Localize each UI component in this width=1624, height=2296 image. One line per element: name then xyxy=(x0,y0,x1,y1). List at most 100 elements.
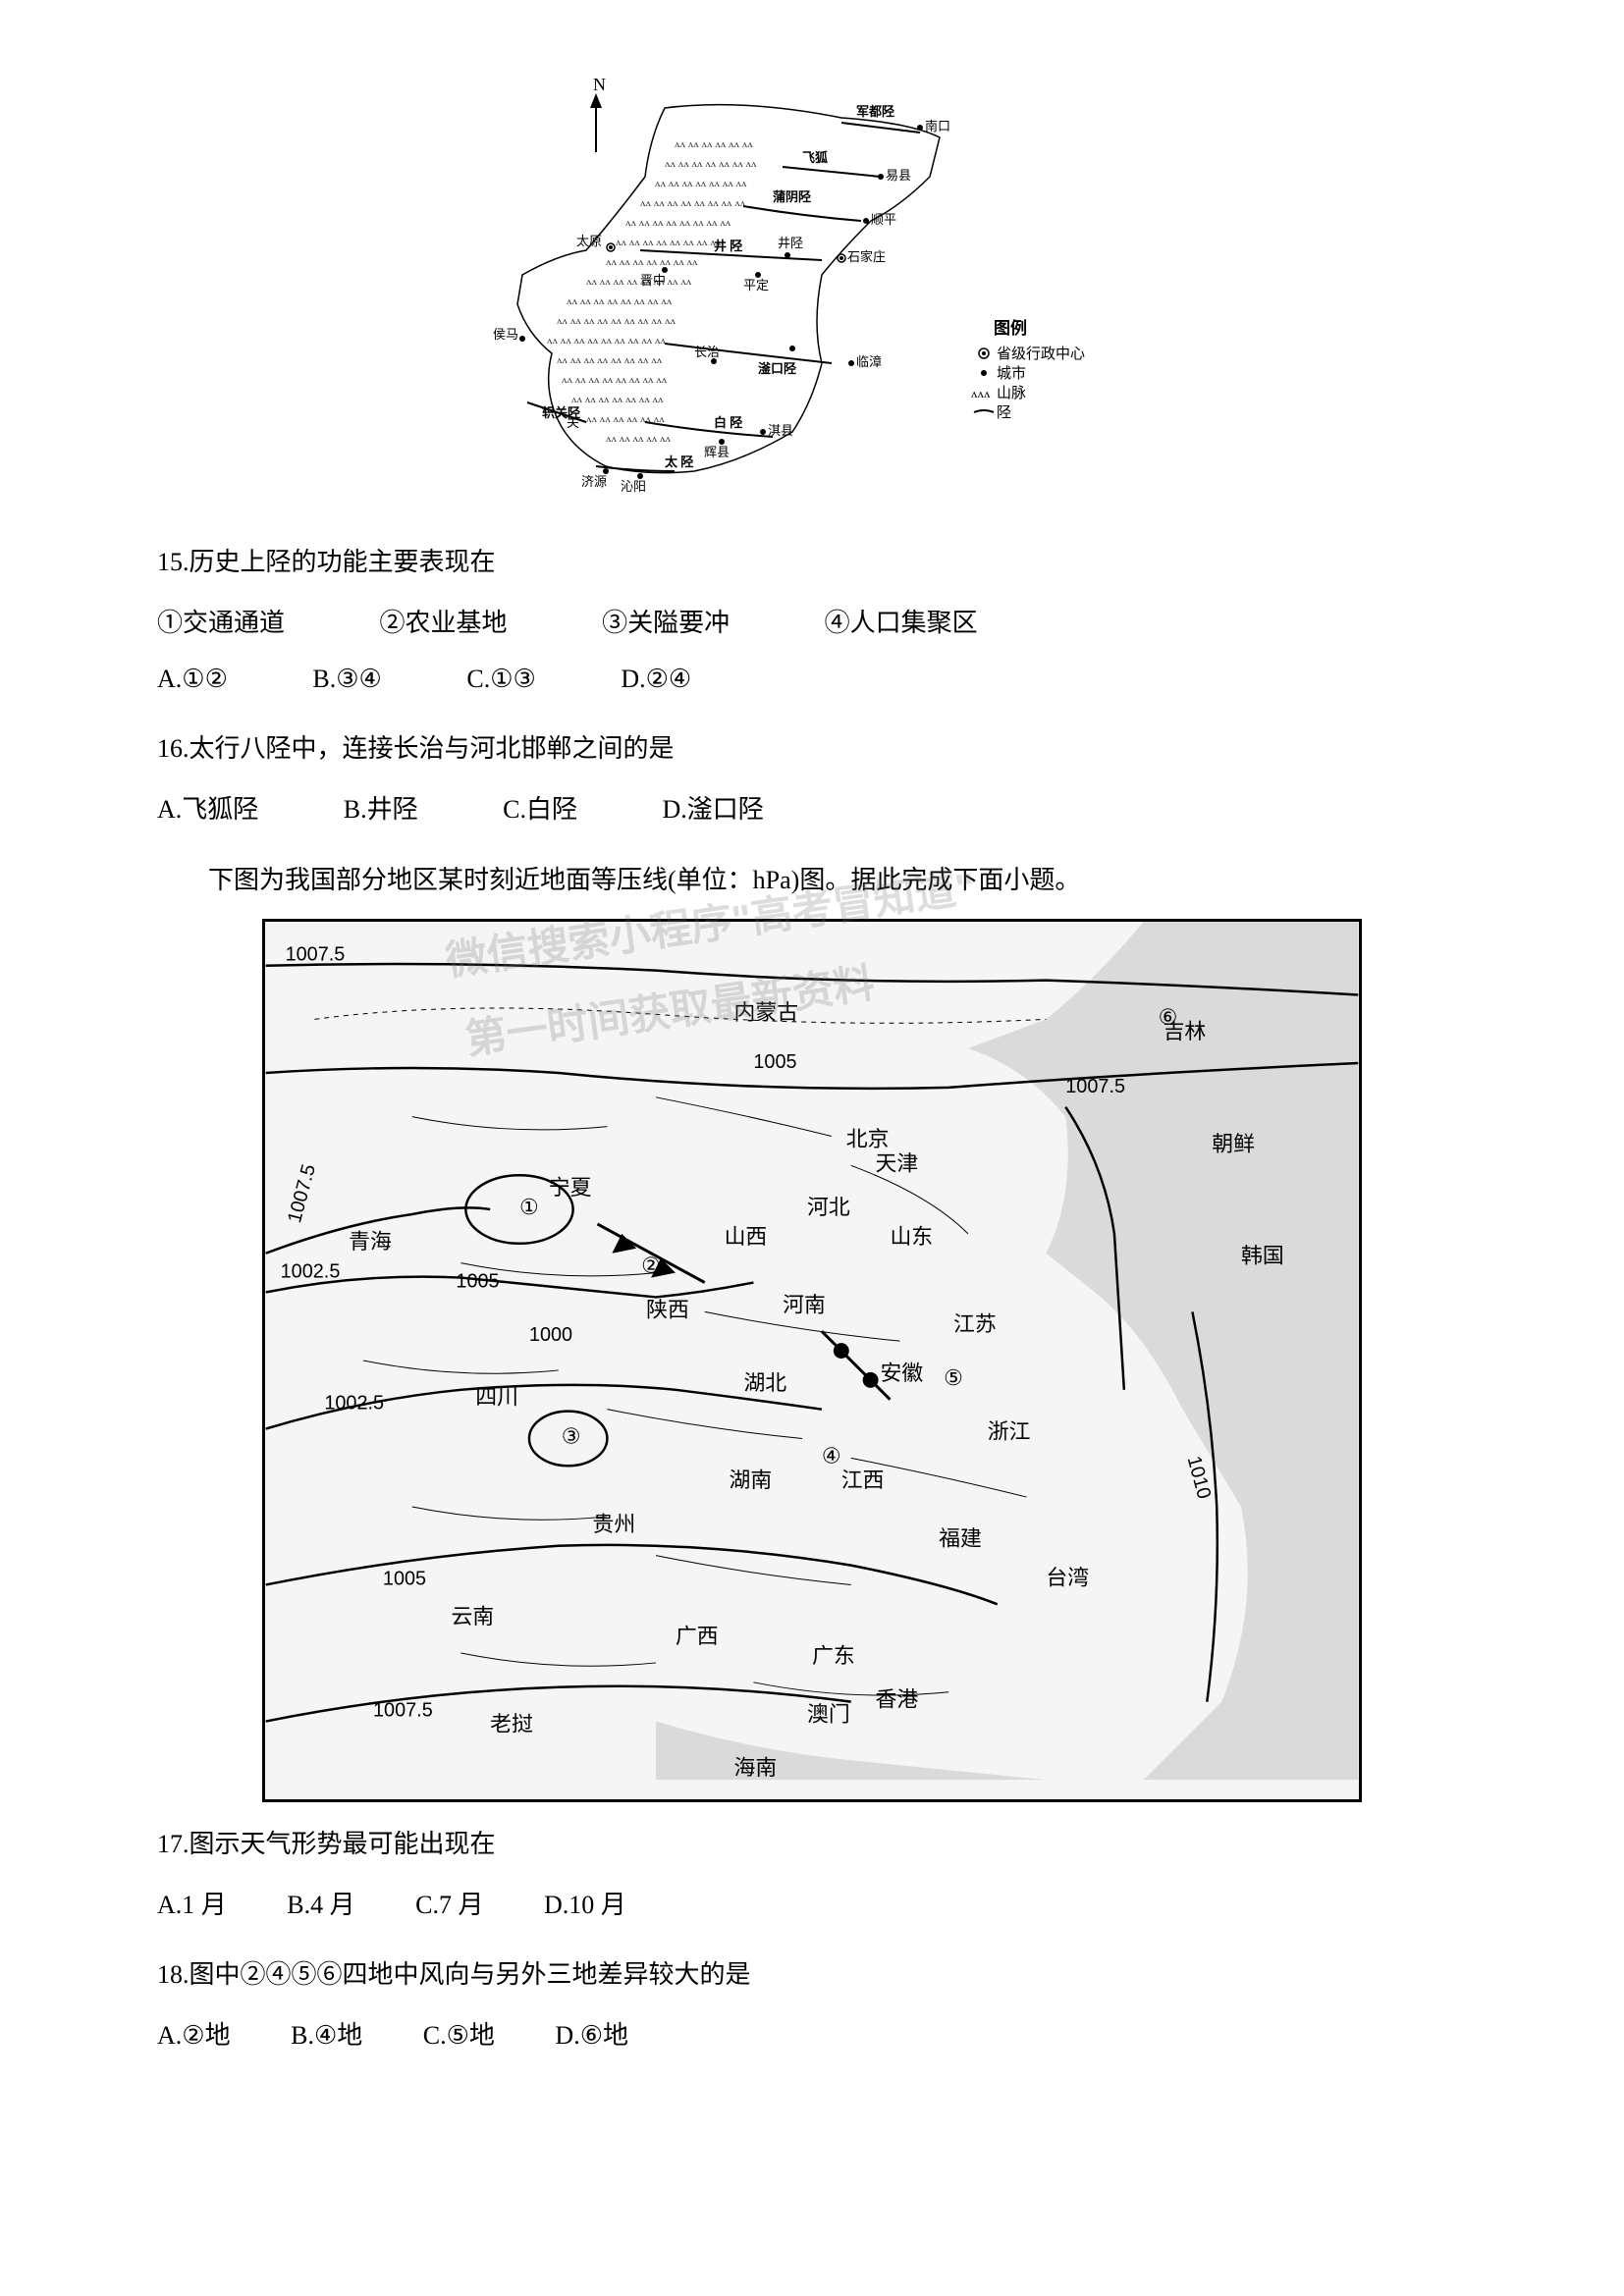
svg-text:ᴧᴧ ᴧᴧ ᴧᴧ ᴧᴧ ᴧᴧ ᴧᴧ ᴧᴧ ᴧᴧ: ᴧᴧ ᴧᴧ ᴧᴧ ᴧᴧ ᴧᴧ ᴧᴧ ᴧᴧ ᴧᴧ xyxy=(625,217,731,229)
q15-choice-4: ④人口集聚区 xyxy=(825,601,978,647)
svg-text:①: ① xyxy=(519,1196,539,1219)
svg-text:ᴧᴧ ᴧᴧ ᴧᴧ ᴧᴧ ᴧᴧ ᴧᴧ ᴧᴧ ᴧᴧ: ᴧᴧ ᴧᴧ ᴧᴧ ᴧᴧ ᴧᴧ ᴧᴧ ᴧᴧ ᴧᴧ xyxy=(562,374,668,386)
svg-text:长治: 长治 xyxy=(694,345,720,359)
svg-text:河南: 河南 xyxy=(783,1293,826,1316)
svg-text:1010: 1010 xyxy=(1183,1454,1216,1501)
svg-text:福建: 福建 xyxy=(939,1527,982,1551)
svg-text:太原: 太原 xyxy=(576,234,602,248)
svg-text:澳门: 澳门 xyxy=(807,1702,850,1726)
q17-option-c: C.7 月 xyxy=(415,1883,483,1929)
map2-svg: 1007.5 1005 1007.5 1002.5 1005 1000 1002… xyxy=(265,922,1359,1799)
svg-text:ᴧᴧ ᴧᴧ ᴧᴧ ᴧᴧ ᴧᴧ ᴧᴧ ᴧᴧ: ᴧᴧ ᴧᴧ ᴧᴧ ᴧᴧ ᴧᴧ ᴧᴧ ᴧᴧ xyxy=(606,256,698,268)
svg-text:ᴧᴧ ᴧᴧ ᴧᴧ ᴧᴧ ᴧᴧ ᴧᴧ ᴧᴧ ᴧᴧ ᴧᴧ: ᴧᴧ ᴧᴧ ᴧᴧ ᴧᴧ ᴧᴧ ᴧᴧ ᴧᴧ ᴧᴧ ᴧᴧ xyxy=(557,315,677,327)
svg-text:北京: 北京 xyxy=(846,1127,890,1150)
svg-text:南口: 南口 xyxy=(925,119,950,133)
sea-area-south xyxy=(656,1721,1046,1780)
svg-text:易县: 易县 xyxy=(886,168,911,183)
svg-text:ᴧᴧ ᴧᴧ ᴧᴧ ᴧᴧ ᴧᴧ ᴧᴧ: ᴧᴧ ᴧᴧ ᴧᴧ ᴧᴧ ᴧᴧ ᴧᴧ xyxy=(675,138,753,150)
svg-text:台湾: 台湾 xyxy=(1046,1566,1089,1589)
svg-text:侯马: 侯马 xyxy=(493,327,518,342)
svg-text:内蒙古: 内蒙古 xyxy=(734,1000,799,1024)
svg-text:青海: 青海 xyxy=(349,1230,392,1254)
svg-text:ᴧᴧ ᴧᴧ ᴧᴧ ᴧᴧ ᴧᴧ ᴧᴧ ᴧᴧ ᴧᴧ: ᴧᴧ ᴧᴧ ᴧᴧ ᴧᴧ ᴧᴧ ᴧᴧ ᴧᴧ ᴧᴧ xyxy=(567,295,673,307)
svg-text:井 陉: 井 陉 xyxy=(714,239,742,253)
svg-text:⑥: ⑥ xyxy=(1159,1005,1178,1029)
svg-text:③: ③ xyxy=(562,1424,581,1448)
q15-options: A.①② B.③④ C.①③ D.②④ xyxy=(157,657,1467,703)
sea-area xyxy=(968,922,1358,1780)
svg-text:山西: 山西 xyxy=(725,1225,768,1249)
svg-text:陕西: 陕西 xyxy=(646,1298,689,1321)
svg-text:四川: 四川 xyxy=(475,1385,518,1409)
svg-text:1005: 1005 xyxy=(383,1568,426,1589)
q16-option-b: B.井陉 xyxy=(344,787,418,833)
q16-options: A.飞狐陉 B.井陉 C.白陉 D.滏口陉 xyxy=(157,787,1467,833)
svg-text:韩国: 韩国 xyxy=(1241,1244,1284,1267)
isobar-map-figure: 微信搜索小程序"高考冒知道" 第一时间获取最新资料 xyxy=(262,919,1362,1802)
q16-stem: 16.太行八陉中，连接长治与河北邯郸之间的是 xyxy=(157,726,1467,773)
q18-option-b: B.④地 xyxy=(291,2013,362,2059)
svg-text:⑤: ⑤ xyxy=(944,1366,963,1390)
svg-text:广西: 广西 xyxy=(676,1625,719,1648)
compass-label: N xyxy=(593,79,606,94)
q18-option-d: D.⑥地 xyxy=(555,2013,628,2059)
svg-text:ᴧᴧ ᴧᴧ ᴧᴧ ᴧᴧ ᴧᴧ ᴧᴧ ᴧᴧ ᴧᴧ: ᴧᴧ ᴧᴧ ᴧᴧ ᴧᴧ ᴧᴧ ᴧᴧ ᴧᴧ ᴧᴧ xyxy=(557,354,663,366)
svg-text:省级行政中心: 省级行政中心 xyxy=(997,346,1085,362)
svg-text:河北: 河北 xyxy=(807,1196,850,1219)
svg-text:临漳: 临漳 xyxy=(856,354,882,369)
taihang-map-figure: N ᴧᴧ ᴧᴧ ᴧᴧ ᴧᴧ ᴧᴧ ᴧᴧ ᴧᴧ ᴧᴧ ᴧᴧ ᴧᴧ ᴧᴧ ᴧᴧ ᴧᴧ… xyxy=(157,79,1467,510)
svg-text:飞狐: 飞狐 xyxy=(802,150,828,165)
q15-choice-2: ②农业基地 xyxy=(380,601,508,647)
svg-text:湖南: 湖南 xyxy=(730,1468,773,1492)
q18-options: A.②地 B.④地 C.⑤地 D.⑥地 xyxy=(157,2013,1467,2059)
svg-text:ᴧᴧ ᴧᴧ ᴧᴧ ᴧᴧ ᴧᴧ ᴧᴧ ᴧᴧ ᴧᴧ: ᴧᴧ ᴧᴧ ᴧᴧ ᴧᴧ ᴧᴧ ᴧᴧ ᴧᴧ ᴧᴧ xyxy=(586,276,692,288)
svg-text:滏口陉: 滏口陉 xyxy=(758,361,796,376)
svg-text:贵州: 贵州 xyxy=(593,1513,636,1536)
svg-text:白 陉: 白 陉 xyxy=(714,415,742,430)
svg-text:②: ② xyxy=(641,1254,661,1277)
svg-text:蒲阴陉: 蒲阴陉 xyxy=(773,189,811,204)
svg-text:平定: 平定 xyxy=(743,278,769,293)
svg-text:1007.5: 1007.5 xyxy=(373,1699,433,1721)
svg-text:城市: 城市 xyxy=(997,365,1026,382)
svg-text:1007.5: 1007.5 xyxy=(286,944,346,966)
svg-text:ᴧᴧ ᴧᴧ ᴧᴧ ᴧᴧ ᴧᴧ ᴧᴧ ᴧᴧ ᴧᴧ: ᴧᴧ ᴧᴧ ᴧᴧ ᴧᴧ ᴧᴧ ᴧᴧ ᴧᴧ ᴧᴧ xyxy=(616,237,722,248)
q15-choice-3: ③关隘要冲 xyxy=(602,601,730,647)
map1-svg: N ᴧᴧ ᴧᴧ ᴧᴧ ᴧᴧ ᴧᴧ ᴧᴧ ᴧᴧ ᴧᴧ ᴧᴧ ᴧᴧ ᴧᴧ ᴧᴧ ᴧᴧ… xyxy=(468,79,1156,510)
svg-text:ᴧᴧ ᴧᴧ ᴧᴧ ᴧᴧ ᴧᴧ: ᴧᴧ ᴧᴧ ᴧᴧ ᴧᴧ ᴧᴧ xyxy=(606,433,672,445)
q15-option-b: B.③④ xyxy=(312,657,381,703)
q18-option-a: A.②地 xyxy=(157,2013,231,2059)
svg-text:顺平: 顺平 xyxy=(871,212,896,227)
map1-container: N ᴧᴧ ᴧᴧ ᴧᴧ ᴧᴧ ᴧᴧ ᴧᴧ ᴧᴧ ᴧᴧ ᴧᴧ ᴧᴧ ᴧᴧ ᴧᴧ ᴧᴧ… xyxy=(468,79,1156,510)
svg-text:1000: 1000 xyxy=(529,1324,572,1346)
q15-option-a: A.①② xyxy=(157,657,228,703)
map1-legend: 图例 省级行政中心 城市 ᴧᴧᴧ 山脉 陉 xyxy=(971,318,1085,421)
q15-choices: ①交通通道 ②农业基地 ③关隘要冲 ④人口集聚区 xyxy=(157,601,1467,647)
svg-text:1002.5: 1002.5 xyxy=(324,1392,384,1414)
svg-text:济源: 济源 xyxy=(581,474,607,489)
svg-text:军都陉: 军都陉 xyxy=(856,104,894,119)
q18-option-c: C.⑤地 xyxy=(423,2013,495,2059)
svg-text:山东: 山东 xyxy=(890,1225,933,1249)
svg-text:淇县: 淇县 xyxy=(768,423,793,438)
city-markers: 南口 易县 顺平 太原 石家庄 平定 晋中 井陉 长治 临漳 侯马 沁阳 济源 … xyxy=(493,119,950,494)
svg-text:ᴧᴧ ᴧᴧ ᴧᴧ ᴧᴧ ᴧᴧ ᴧᴧ ᴧᴧ: ᴧᴧ ᴧᴧ ᴧᴧ ᴧᴧ ᴧᴧ ᴧᴧ ᴧᴧ xyxy=(655,178,747,189)
svg-text:海南: 海南 xyxy=(734,1756,778,1780)
svg-text:ᴧᴧ ᴧᴧ ᴧᴧ ᴧᴧ ᴧᴧ ᴧᴧ ᴧᴧ ᴧᴧ: ᴧᴧ ᴧᴧ ᴧᴧ ᴧᴧ ᴧᴧ ᴧᴧ ᴧᴧ ᴧᴧ xyxy=(640,197,746,209)
svg-text:沁阳: 沁阳 xyxy=(621,479,646,494)
svg-text:江苏: 江苏 xyxy=(953,1312,997,1336)
svg-text:ᴧᴧᴧ: ᴧᴧᴧ xyxy=(971,386,991,400)
q16-option-c: C.白陉 xyxy=(503,787,577,833)
q17-option-a: A.1 月 xyxy=(157,1883,227,1929)
svg-text:石家庄: 石家庄 xyxy=(847,249,886,264)
q15-stem: 15.历史上陉的功能主要表现在 xyxy=(157,540,1467,586)
q17-stem: 17.图示天气形势最可能出现在 xyxy=(157,1822,1467,1868)
svg-text:朝鲜: 朝鲜 xyxy=(1212,1132,1255,1155)
svg-text:太 陉: 太 陉 xyxy=(664,454,693,469)
borders xyxy=(314,1008,1046,1695)
svg-text:浙江: 浙江 xyxy=(988,1419,1031,1443)
svg-text:安徽: 安徽 xyxy=(881,1362,924,1385)
intro2-text: 下图为我国部分地区某时刻近地面等压线(单位：hPa)图。据此完成下面小题。 xyxy=(157,858,1467,904)
svg-text:1007.5: 1007.5 xyxy=(1065,1076,1125,1097)
q18-stem: 18.图中②④⑤⑥四地中风向与另外三地差异较大的是 xyxy=(157,1952,1467,1999)
